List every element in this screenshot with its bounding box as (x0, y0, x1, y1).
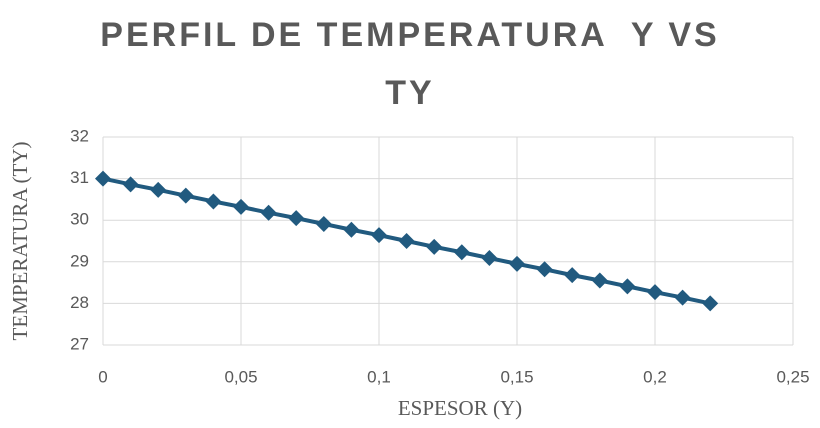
x-tick-label: 0 (98, 367, 107, 386)
data-marker (481, 250, 498, 267)
data-marker (371, 227, 387, 244)
data-marker (398, 233, 415, 249)
y-tick-label: 28 (70, 293, 89, 312)
y-tick-label: 31 (70, 168, 89, 187)
data-marker (536, 261, 553, 278)
data-marker (343, 221, 360, 238)
x-tick-label: 0,25 (776, 367, 809, 386)
y-tick-label: 32 (70, 126, 89, 145)
data-marker (591, 272, 608, 289)
data-marker (619, 278, 636, 295)
data-marker (564, 267, 581, 284)
data-marker (205, 193, 222, 210)
x-axis-label: ESPESOR (Y) (398, 396, 522, 420)
x-tick-label: 0,15 (500, 367, 533, 386)
data-marker (647, 284, 663, 301)
data-marker (453, 244, 470, 261)
data-marker (509, 255, 525, 272)
y-tick-label: 27 (70, 334, 89, 353)
data-marker (233, 198, 249, 215)
chart-title: PERFIL DE TEMPERATURA Y VS TY (100, 16, 733, 112)
x-tick-label: 0,05 (224, 367, 257, 386)
data-marker (702, 295, 719, 312)
x-tick-label: 0,2 (643, 367, 667, 386)
y-tick-label: 29 (70, 251, 89, 270)
data-marker (315, 215, 332, 232)
y-tick-label: 30 (70, 210, 89, 229)
data-marker (95, 170, 111, 187)
data-marker (288, 210, 305, 227)
data-marker (260, 204, 277, 221)
y-axis-label: TEMPERATURA (TY) (8, 142, 32, 341)
x-tick-label: 0,1 (367, 367, 391, 386)
data-marker (674, 289, 691, 306)
data-marker (122, 176, 139, 193)
data-marker (150, 181, 167, 198)
data-marker (426, 238, 443, 255)
data-marker (177, 187, 194, 204)
